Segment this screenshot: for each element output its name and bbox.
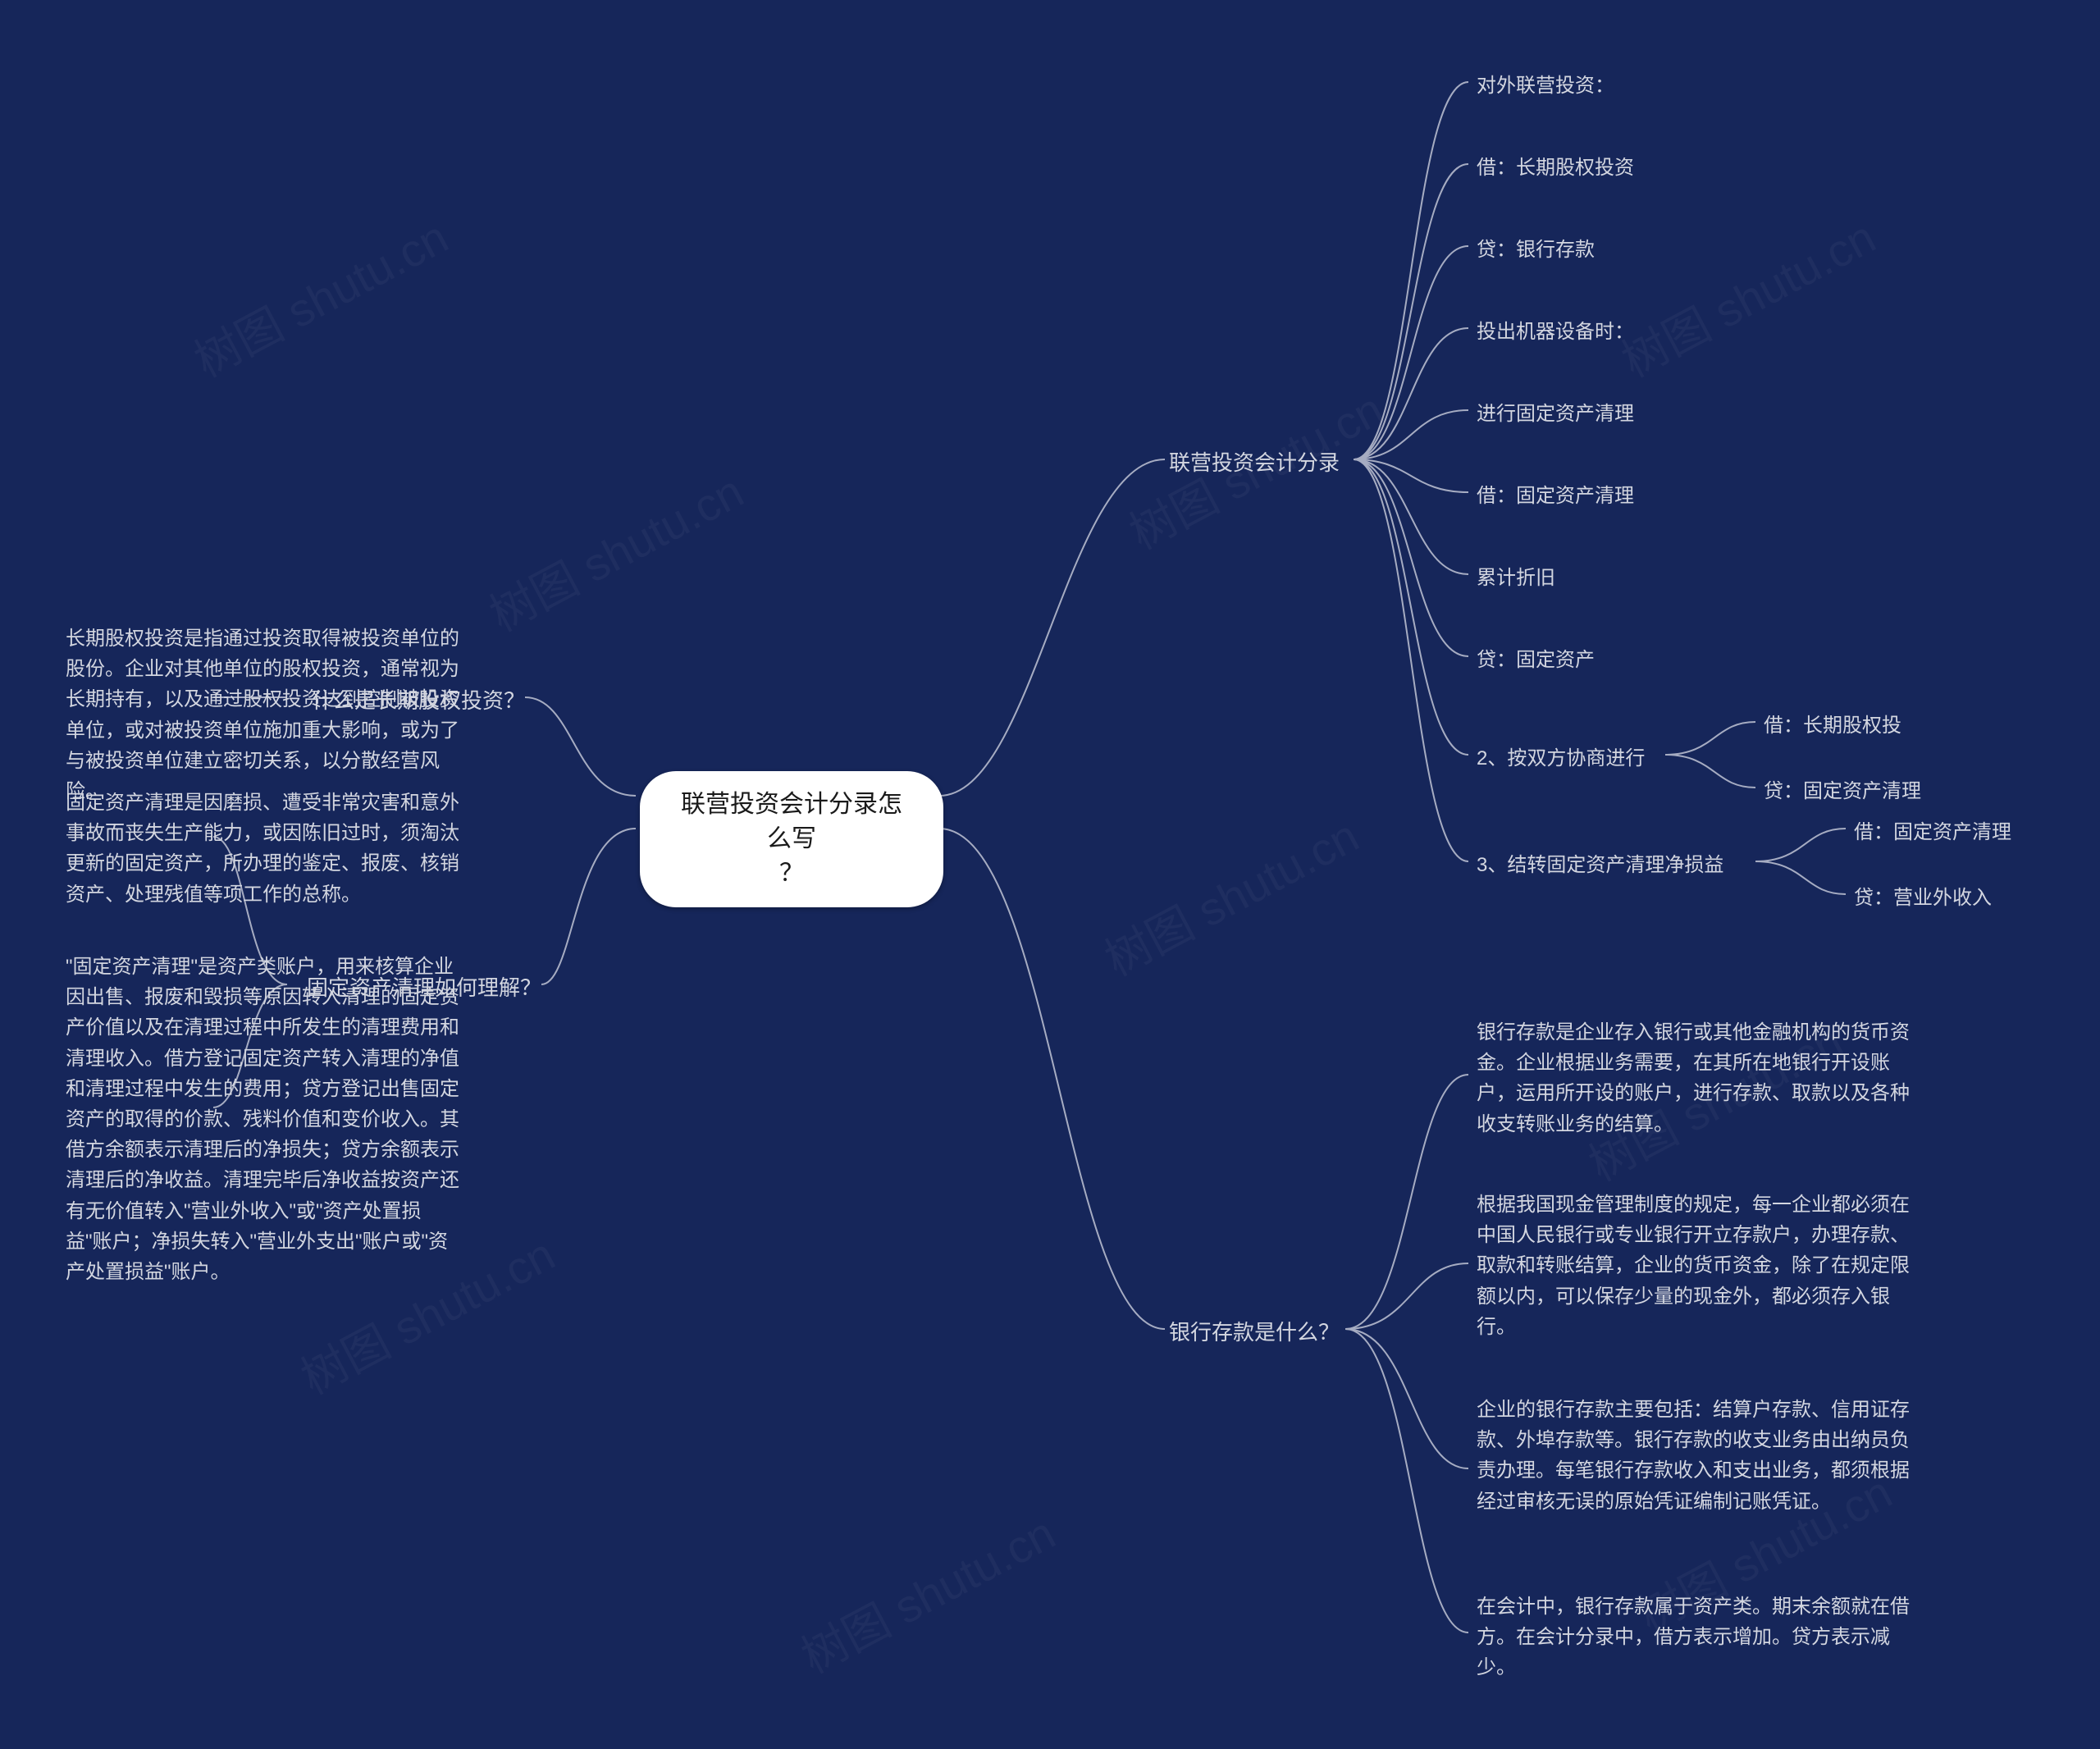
- entry-item: 借：长期股权投资: [1477, 153, 1634, 183]
- entry-item: 借：固定资产清理: [1477, 481, 1634, 511]
- entry-item: 累计折旧: [1477, 563, 1555, 593]
- entry-sub1-item: 贷：固定资产清理: [1764, 776, 1921, 806]
- entry-sub2-item: 贷：营业外收入: [1854, 883, 1992, 913]
- bank-para: 在会计中，银行存款属于资产类。期末余额就在借方。在会计分录中，借方表示增加。贷方…: [1477, 1591, 1920, 1683]
- branch-bank-deposit: 银行存款是什么？: [1169, 1316, 1340, 1349]
- entry-item: 贷：银行存款: [1477, 235, 1595, 265]
- disposal-para1: 固定资产清理是因磨损、遭受非常灾害和意外事故而丧失生产能力，或因陈旧过时，须淘汰…: [66, 788, 459, 910]
- bank-para: 根据我国现金管理制度的规定，每一企业都必须在中国人民银行或专业银行开立存款户，办…: [1477, 1190, 1920, 1342]
- long-term-para: 长期股权投资是指通过投资取得被投资单位的股份。企业对其他单位的股权投资，通常视为…: [66, 623, 459, 806]
- bank-para: 银行存款是企业存入银行或其他金融机构的货币资金。企业根据业务需要，在其所在地银行…: [1477, 1017, 1920, 1139]
- center-node: 联营投资会计分录怎么写 ？: [640, 771, 943, 907]
- watermark: 树图 shutu.cn: [1609, 201, 1886, 390]
- disposal-para2: "固定资产清理"是资产类账户，用来核算企业因出售、报废和毁损等原因转入清理的固定…: [66, 952, 459, 1287]
- entry-item: 贷：固定资产: [1477, 645, 1595, 675]
- entry-item: 对外联营投资：: [1477, 71, 1614, 101]
- entry-sub1-item: 借：长期股权投: [1764, 710, 1901, 741]
- entry-sub2-item: 借：固定资产清理: [1854, 817, 2011, 847]
- bank-para: 企业的银行存款主要包括：结算户存款、信用证存款、外埠存款等。银行存款的收支业务由…: [1477, 1395, 1920, 1517]
- entry-sub2: 3、结转固定资产清理净损益: [1477, 850, 1723, 880]
- watermark: 树图 shutu.cn: [477, 455, 754, 645]
- branch-joint-entries: 联营投资会计分录: [1169, 446, 1340, 479]
- watermark: 树图 shutu.cn: [1092, 800, 1369, 989]
- entry-sub1: 2、按双方协商进行: [1477, 743, 1645, 774]
- entry-item: 投出机器设备时：: [1477, 317, 1634, 347]
- center-line2: ？: [676, 856, 907, 891]
- entry-item: 进行固定资产清理: [1477, 399, 1634, 429]
- watermark: 树图 shutu.cn: [788, 1497, 1066, 1687]
- watermark: 树图 shutu.cn: [181, 201, 459, 390]
- center-line1: 联营投资会计分录怎么写: [676, 788, 907, 856]
